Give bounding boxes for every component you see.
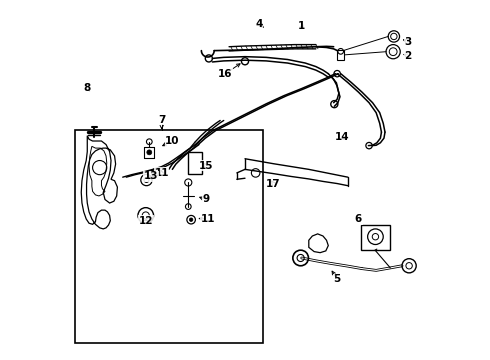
Text: 17: 17 (266, 179, 281, 189)
Text: 2: 2 (404, 51, 412, 61)
Text: 6: 6 (355, 214, 362, 224)
Bar (75, 130, 263, 343)
Text: 3: 3 (404, 37, 412, 47)
Text: 7: 7 (158, 115, 166, 125)
Circle shape (147, 150, 152, 155)
Circle shape (189, 218, 193, 221)
Text: 11: 11 (200, 214, 215, 224)
Text: 8: 8 (84, 83, 91, 93)
Text: 1: 1 (298, 21, 305, 31)
Text: 4: 4 (255, 19, 263, 29)
Text: 14: 14 (335, 132, 350, 143)
Circle shape (154, 171, 157, 175)
Text: 15: 15 (199, 161, 213, 171)
Text: 10: 10 (165, 136, 180, 146)
Text: 13: 13 (144, 171, 158, 181)
Text: 11: 11 (154, 168, 169, 178)
Text: 9: 9 (202, 194, 210, 204)
Text: 12: 12 (139, 216, 153, 226)
Bar (142, 220, 150, 223)
Text: 16: 16 (218, 69, 233, 79)
Bar (188, 152, 202, 174)
Bar (337, 50, 344, 60)
Text: 5: 5 (334, 274, 341, 284)
Bar (361, 225, 390, 250)
